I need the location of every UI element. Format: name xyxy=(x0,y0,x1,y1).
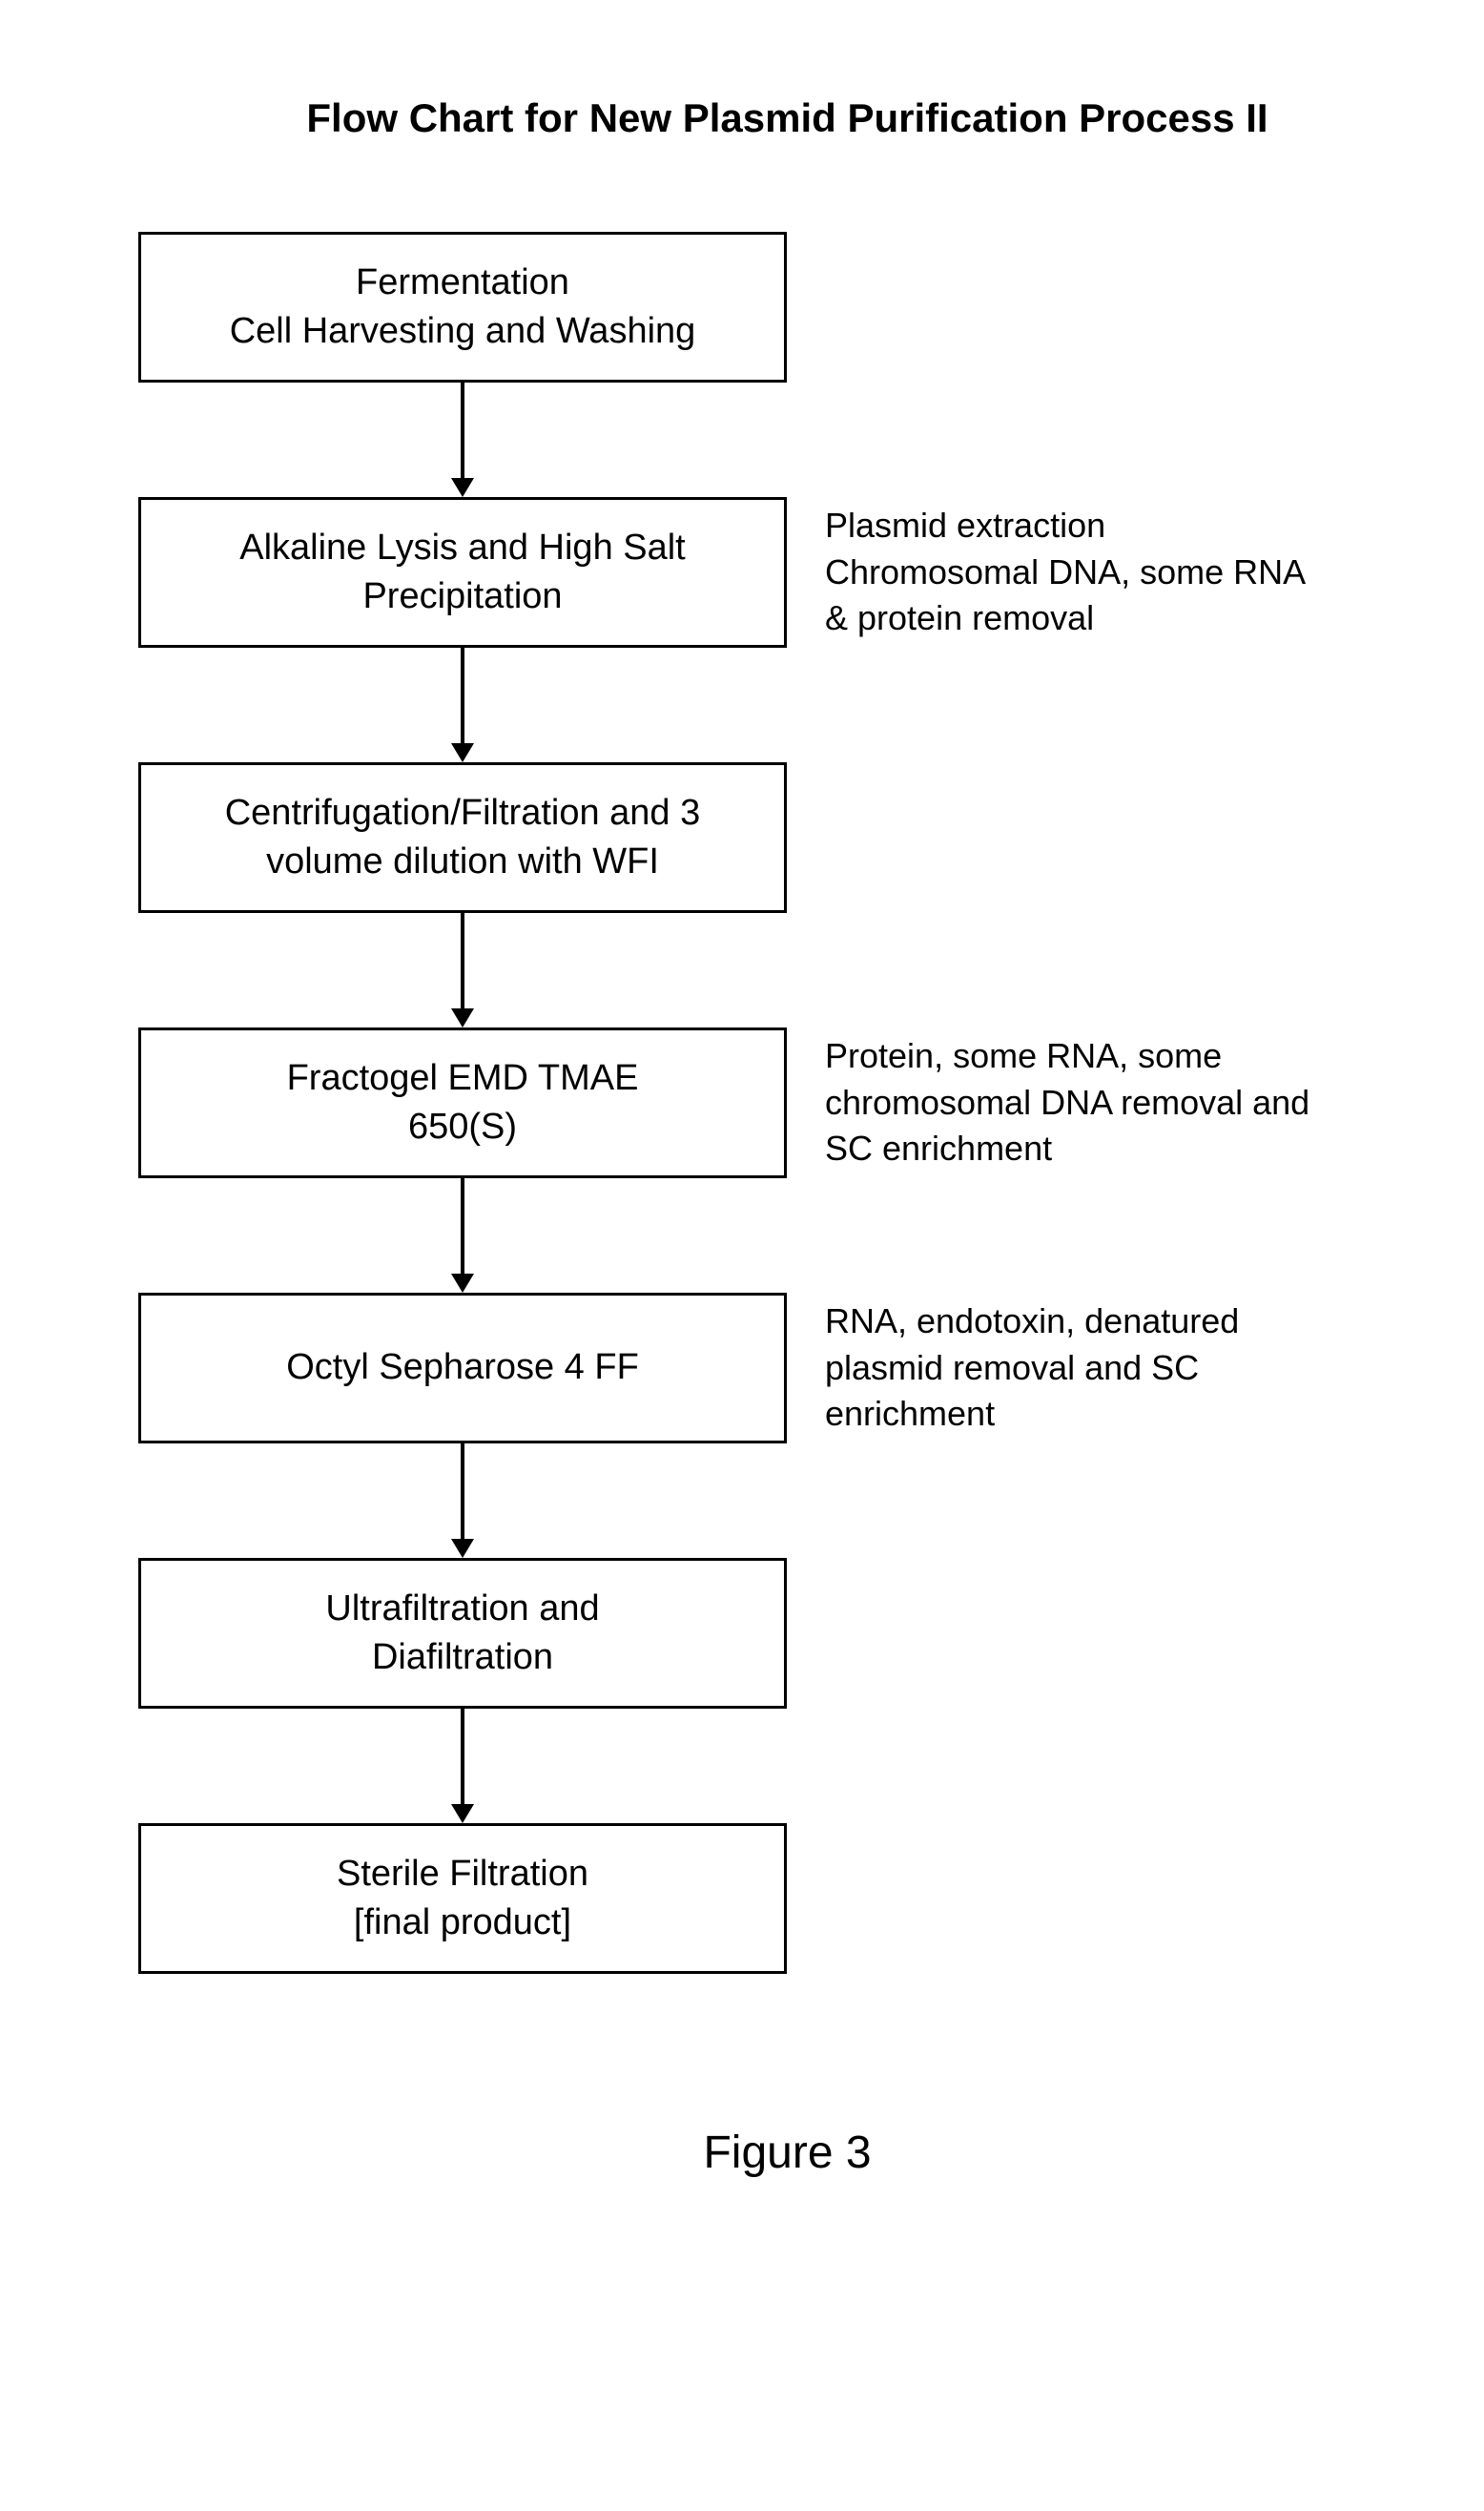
arrow-head xyxy=(451,743,474,762)
arrow-head xyxy=(451,1804,474,1823)
arrow-container xyxy=(138,1709,787,1823)
arrow-head xyxy=(451,478,474,497)
flow-box-fermentation: Fermentation Cell Harvesting and Washing xyxy=(138,232,787,383)
arrow-container xyxy=(138,383,787,497)
annotation: Protein, some RNA, some chromosomal DNA … xyxy=(825,1033,1321,1172)
flow-box-alkaline-lysis: Alkaline Lysis and High Salt Precipitati… xyxy=(138,497,787,648)
flow-row: Sterile Filtration [final product] xyxy=(138,1823,1484,1974)
arrow-container xyxy=(138,913,787,1027)
box-line1: Octyl Sepharose 4 FF xyxy=(286,1343,639,1392)
figure-label: Figure 3 xyxy=(0,2127,1484,2179)
flow-box-sterile-filtration: Sterile Filtration [final product] xyxy=(138,1823,787,1974)
flow-row: Alkaline Lysis and High Salt Precipitati… xyxy=(138,497,1484,648)
arrow-container xyxy=(138,648,787,762)
flow-box-octyl-sepharose: Octyl Sepharose 4 FF xyxy=(138,1293,787,1443)
box-line1: Fermentation xyxy=(356,259,569,307)
title-text: Flow Chart for New Plasmid Purification … xyxy=(306,95,1268,140)
arrow-down-icon xyxy=(451,383,474,497)
flow-row: Octyl Sepharose 4 FF RNA, endotoxin, den… xyxy=(138,1293,1484,1443)
arrow-down-icon xyxy=(451,1709,474,1823)
arrow-container xyxy=(138,1178,787,1293)
arrow-head xyxy=(451,1008,474,1027)
box-line2: Cell Harvesting and Washing xyxy=(230,307,696,356)
box-line2: volume dilution with WFI xyxy=(266,838,659,886)
box-line1: Centrifugation/Filtration and 3 xyxy=(225,789,701,838)
arrow-down-icon xyxy=(451,1178,474,1293)
flow-row: Centrifugation/Filtration and 3 volume d… xyxy=(138,762,1484,913)
box-line2: 650(S) xyxy=(408,1103,517,1152)
annotation: RNA, endotoxin, denatured plasmid remova… xyxy=(825,1298,1321,1438)
arrow-down-icon xyxy=(451,648,474,762)
arrow-line xyxy=(461,648,464,743)
flowchart-container: Fermentation Cell Harvesting and Washing… xyxy=(0,232,1484,1974)
annotation: Plasmid extraction Chromosomal DNA, some… xyxy=(825,503,1321,642)
arrow-down-icon xyxy=(451,1443,474,1558)
arrow-head xyxy=(451,1274,474,1293)
flowchart-title: Flow Chart for New Plasmid Purification … xyxy=(0,95,1484,141)
box-line2: [final product] xyxy=(354,1899,571,1947)
flow-box-centrifugation: Centrifugation/Filtration and 3 volume d… xyxy=(138,762,787,913)
figure-label-text: Figure 3 xyxy=(703,2127,871,2178)
arrow-line xyxy=(461,383,464,478)
box-line2: Diafiltration xyxy=(372,1633,553,1682)
box-line2: Precipitation xyxy=(362,572,562,621)
arrow-container xyxy=(138,1443,787,1558)
arrow-line xyxy=(461,913,464,1008)
arrow-line xyxy=(461,1178,464,1274)
flow-box-fractogel: Fractogel EMD TMAE 650(S) xyxy=(138,1027,787,1178)
flow-row: Fermentation Cell Harvesting and Washing xyxy=(138,232,1484,383)
arrow-down-icon xyxy=(451,913,474,1027)
flow-box-ultrafiltration: Ultrafiltration and Diafiltration xyxy=(138,1558,787,1709)
box-line1: Fractogel EMD TMAE xyxy=(287,1054,639,1103)
flow-row: Fractogel EMD TMAE 650(S) Protein, some … xyxy=(138,1027,1484,1178)
box-line1: Alkaline Lysis and High Salt xyxy=(239,524,686,572)
arrow-line xyxy=(461,1709,464,1804)
flow-row: Ultrafiltration and Diafiltration xyxy=(138,1558,1484,1709)
arrow-head xyxy=(451,1539,474,1558)
box-line1: Ultrafiltration and xyxy=(325,1585,599,1633)
box-line1: Sterile Filtration xyxy=(337,1850,588,1899)
arrow-line xyxy=(461,1443,464,1539)
